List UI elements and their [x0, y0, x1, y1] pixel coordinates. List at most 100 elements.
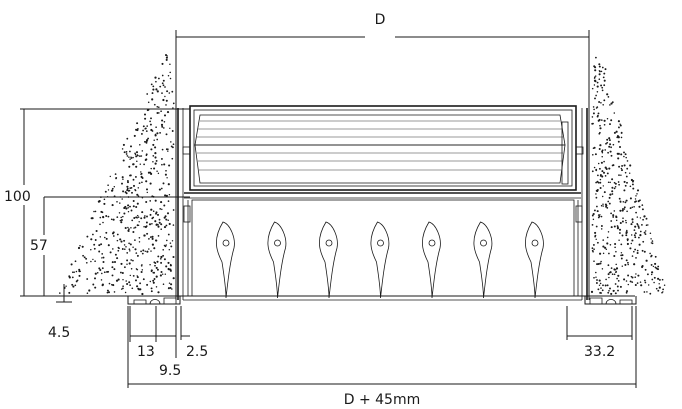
texture-dot	[596, 241, 599, 244]
texture-dot	[612, 215, 615, 218]
texture-dot	[612, 143, 615, 146]
texture-dot	[119, 219, 122, 222]
texture-dot	[109, 251, 112, 254]
texture-dot	[165, 148, 168, 151]
texture-dot	[162, 248, 165, 251]
texture-dot	[92, 258, 94, 261]
texture-dot	[134, 188, 136, 191]
texture-dot	[155, 286, 158, 288]
texture-dot	[603, 119, 606, 122]
texture-dot	[601, 156, 603, 158]
texture-dot	[154, 264, 156, 267]
texture-dot	[149, 213, 152, 216]
texture-dot	[134, 175, 137, 178]
texture-dot	[128, 156, 130, 158]
texture-dot	[146, 215, 148, 218]
texture-dot	[602, 284, 604, 287]
texture-dot	[605, 142, 607, 145]
deflector-blades	[216, 221, 544, 299]
texture-dot	[120, 216, 123, 219]
texture-dot	[619, 221, 622, 225]
texture-dot	[169, 71, 171, 74]
texture-dot	[603, 191, 606, 194]
texture-dot	[613, 131, 616, 134]
texture-dot	[152, 216, 155, 219]
texture-dot	[104, 190, 107, 193]
texture-dot	[651, 271, 654, 274]
texture-dot	[635, 211, 637, 214]
blade	[216, 221, 235, 299]
texture-dot	[591, 87, 594, 90]
texture-dot	[634, 232, 637, 234]
texture-dot	[164, 215, 167, 218]
texture-dot	[113, 186, 116, 188]
texture-dot	[129, 145, 133, 148]
texture-dot	[106, 289, 109, 292]
texture-dot	[135, 165, 138, 168]
texture-dot	[93, 247, 96, 250]
texture-dot	[133, 227, 135, 229]
texture-dot	[619, 124, 622, 127]
texture-dot	[130, 156, 132, 158]
texture-dot	[140, 171, 142, 173]
texture-dot	[167, 148, 169, 150]
texture-dot	[600, 84, 603, 87]
texture-dot	[158, 221, 161, 224]
texture-dot	[599, 144, 602, 147]
texture-dot	[625, 291, 628, 294]
texture-dot	[156, 268, 159, 271]
texture-dot	[72, 271, 74, 274]
texture-dot	[607, 151, 609, 154]
texture-dot	[625, 199, 628, 202]
texture-dot	[622, 201, 625, 203]
texture-dot	[618, 126, 620, 129]
texture-dot	[171, 240, 174, 242]
texture-dot	[157, 291, 160, 294]
texture-dot	[111, 187, 114, 190]
texture-dot	[117, 278, 120, 281]
texture-dot	[602, 239, 605, 241]
texture-dot	[163, 114, 167, 117]
texture-dot	[636, 249, 639, 252]
texture-dot	[602, 252, 605, 255]
texture-dot	[593, 260, 595, 262]
texture-dot	[607, 231, 610, 233]
texture-dot	[141, 150, 144, 152]
texture-dot	[598, 65, 601, 68]
texture-dot	[160, 223, 163, 226]
texture-dot	[608, 276, 610, 279]
texture-dot	[631, 281, 634, 283]
texture-dot	[635, 257, 637, 259]
texture-dot	[639, 281, 642, 283]
texture-dot	[614, 292, 617, 295]
texture-dot	[599, 291, 602, 294]
texture-dot	[153, 139, 155, 141]
texture-dot	[613, 112, 616, 114]
texture-dot	[152, 271, 154, 274]
texture-dot	[68, 276, 71, 279]
texture-dot	[600, 161, 603, 164]
texture-dot	[139, 282, 142, 285]
texture-dot	[630, 178, 633, 182]
texture-dot	[160, 255, 163, 259]
texture-dot	[615, 215, 617, 218]
texture-dot	[629, 207, 632, 210]
texture-dot	[118, 212, 121, 214]
texture-dot	[602, 185, 604, 187]
texture-dot	[598, 148, 601, 150]
texture-dot	[592, 218, 595, 221]
texture-dot	[151, 235, 154, 238]
texture-dot	[633, 229, 636, 231]
texture-dot	[608, 271, 611, 274]
texture-dot	[593, 79, 597, 82]
texture-dot	[98, 244, 101, 247]
texture-dot	[160, 271, 163, 273]
texture-dot	[655, 287, 658, 290]
texture-dot	[122, 159, 125, 162]
texture-dot	[596, 91, 599, 93]
texture-dot	[591, 153, 594, 156]
texture-dot	[145, 221, 148, 224]
texture-dot	[637, 226, 640, 229]
texture-dot	[149, 123, 152, 126]
